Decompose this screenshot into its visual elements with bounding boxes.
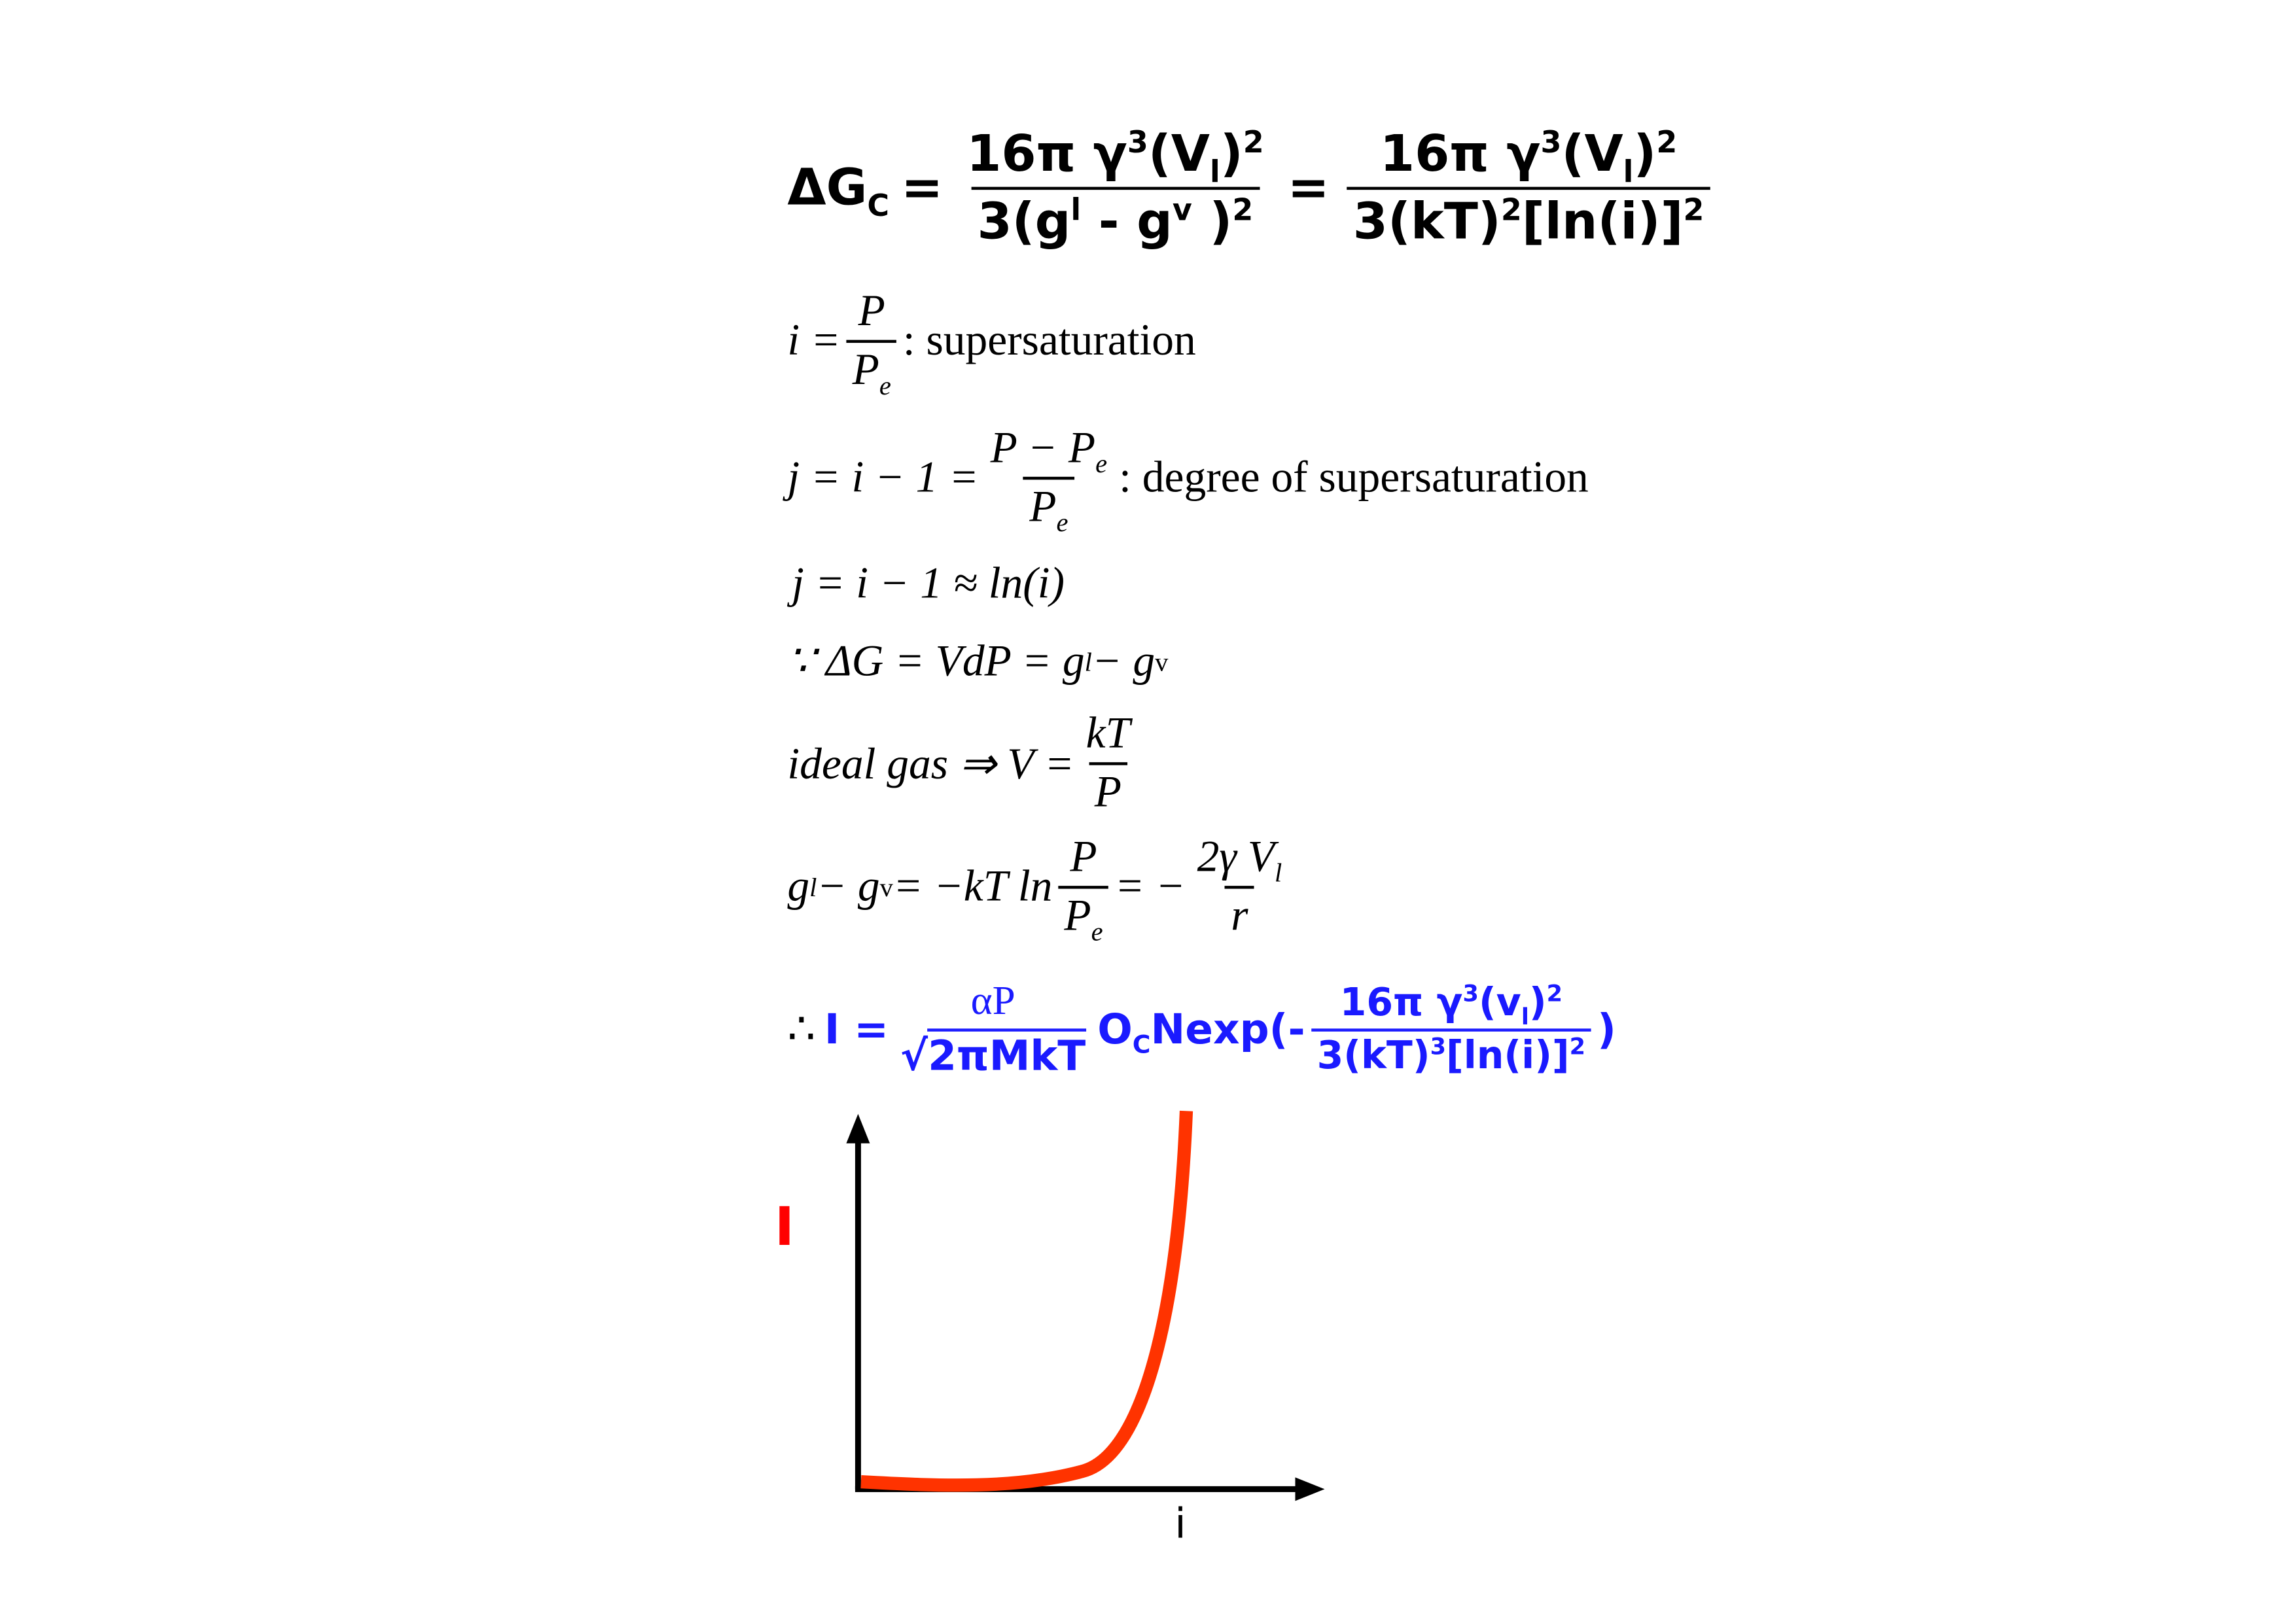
equation-nucleation-rate: ∴ I = αP √2πMkT OCNexp(- 16π γ3(vl)2 3(kT… [787,978,1616,1081]
equation-approximation: j = i − 1 ≈ ln(i) [792,559,1065,608]
equation-delta-g-critical: ΔGC = 16π γ3(Vl)2 3(gl - gv )2 = 16π γ3(… [787,124,1716,252]
equation-degree-supersaturation: j = i − 1 = P − Pe Pe : degree of supersa… [787,423,1589,538]
equation-ideal-gas: ideal gas ⇒ V = kT P [787,709,1142,818]
equals: = [1287,158,1330,218]
x-axis-arrow-icon [1295,1477,1325,1501]
equation-supersaturation: i = P Pe : supersaturation [787,287,1196,400]
lhs: ΔGC [787,158,890,224]
y-axis-label: I [775,1196,794,1258]
y-axis-arrow-icon [846,1113,870,1143]
rate-curve [860,1110,1193,1492]
fraction-2: 16π γ3(Vl)2 3(kT)2[ln(i)]2 [1347,125,1710,252]
x-axis-label: i [1174,1500,1186,1548]
equals: = [901,158,944,218]
fraction-1: 16π γ3(Vl)2 3(gl - gv )2 [966,124,1264,252]
